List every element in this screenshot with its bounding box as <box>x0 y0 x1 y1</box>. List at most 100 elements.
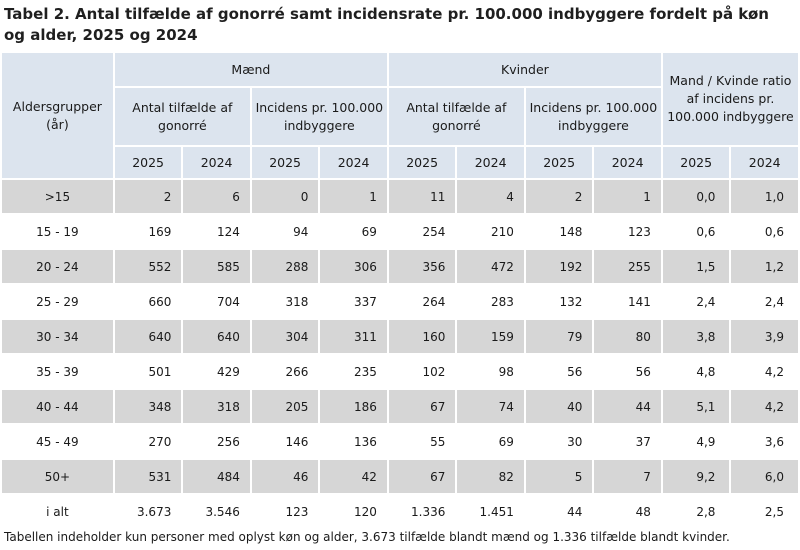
value-cell: 0,6 <box>731 215 798 248</box>
header-year: 2025 <box>251 147 319 178</box>
age-group-cell: 15 - 19 <box>2 215 113 248</box>
value-cell: 585 <box>183 250 250 283</box>
value-cell: 148 <box>525 215 593 248</box>
value-cell: 2,4 <box>662 285 730 318</box>
gonorrhea-table: Aldersgrupper (år) Mænd Kvinder Mand / K… <box>0 51 800 530</box>
header-men-incidence: Incidens pr. 100.000 indbyggere <box>251 88 387 145</box>
value-cell: 37 <box>594 425 661 458</box>
table-row: >15 2 6 0 1 11 4 2 1 0,0 1,0 <box>2 180 798 213</box>
value-cell: 46 <box>251 460 319 493</box>
header-ratio: Mand / Kvinde ratio af incidens pr. 100.… <box>662 53 798 145</box>
value-cell: 4,2 <box>731 355 798 388</box>
table-row: 25 - 29 660 704 318 337 264 283 132 141 2,4 2,4 <box>2 285 798 318</box>
value-cell: 3.546 <box>183 495 250 528</box>
header-year: 2024 <box>594 147 661 178</box>
table-row: 30 - 34 640 640 304 311 160 159 79 80 3,8 3,9 <box>2 320 798 353</box>
value-cell: 11 <box>388 180 456 213</box>
header-women-incidence: Incidens pr. 100.000 indbyggere <box>525 88 661 145</box>
table-title: Tabel 2. Antal tilfælde af gonorré samt … <box>4 5 769 44</box>
table-body: >15 2 6 0 1 11 4 2 1 0,0 1,0 15 - 19 169 124 94 69 254 21… <box>2 180 798 528</box>
value-cell: 94 <box>251 215 319 248</box>
value-cell: 640 <box>114 320 182 353</box>
value-cell: 160 <box>388 320 456 353</box>
value-cell: 74 <box>457 390 524 423</box>
header-men: Mænd <box>114 53 387 86</box>
value-cell: 306 <box>320 250 387 283</box>
age-group-cell: 25 - 29 <box>2 285 113 318</box>
table-row: 45 - 49 270 256 146 136 55 69 30 37 4,9 3,6 <box>2 425 798 458</box>
value-cell: 30 <box>525 425 593 458</box>
value-cell: 2,4 <box>731 285 798 318</box>
value-cell: 169 <box>114 215 182 248</box>
value-cell: 2 <box>525 180 593 213</box>
value-cell: 3,6 <box>731 425 798 458</box>
header-year: 2024 <box>183 147 250 178</box>
value-cell: 1,2 <box>731 250 798 283</box>
value-cell: 98 <box>457 355 524 388</box>
header-year: 2024 <box>457 147 524 178</box>
value-cell: 254 <box>388 215 456 248</box>
value-cell: 337 <box>320 285 387 318</box>
value-cell: 318 <box>251 285 319 318</box>
value-cell: 7 <box>594 460 661 493</box>
value-cell: 356 <box>388 250 456 283</box>
value-cell: 660 <box>114 285 182 318</box>
table-row: 20 - 24 552 585 288 306 356 472 192 255 1,5 1,2 <box>2 250 798 283</box>
value-cell: 120 <box>320 495 387 528</box>
value-cell: 1 <box>320 180 387 213</box>
table-row: i alt 3.673 3.546 123 120 1.336 1.451 44 48 2,8 2,… <box>2 495 798 528</box>
header-women: Kvinder <box>388 53 661 86</box>
value-cell: 1,5 <box>662 250 730 283</box>
value-cell: 4,8 <box>662 355 730 388</box>
value-cell: 2,5 <box>731 495 798 528</box>
value-cell: 1 <box>594 180 661 213</box>
age-group-cell: 20 - 24 <box>2 250 113 283</box>
value-cell: 3,8 <box>662 320 730 353</box>
table-row: 35 - 39 501 429 266 235 102 98 56 56 4,8 4,2 <box>2 355 798 388</box>
age-group-cell: 40 - 44 <box>2 390 113 423</box>
value-cell: 288 <box>251 250 319 283</box>
value-cell: 6,0 <box>731 460 798 493</box>
value-cell: 0,6 <box>662 215 730 248</box>
value-cell: 56 <box>525 355 593 388</box>
value-cell: 4,9 <box>662 425 730 458</box>
value-cell: 1.451 <box>457 495 524 528</box>
value-cell: 235 <box>320 355 387 388</box>
value-cell: 80 <box>594 320 661 353</box>
value-cell: 5 <box>525 460 593 493</box>
value-cell: 42 <box>320 460 387 493</box>
header-year: 2025 <box>662 147 730 178</box>
value-cell: 348 <box>114 390 182 423</box>
value-cell: 69 <box>457 425 524 458</box>
table-row: 50+ 531 484 46 42 67 82 5 7 9,2 6,0 <box>2 460 798 493</box>
value-cell: 531 <box>114 460 182 493</box>
value-cell: 186 <box>320 390 387 423</box>
value-cell: 132 <box>525 285 593 318</box>
value-cell: 5,1 <box>662 390 730 423</box>
value-cell: 136 <box>320 425 387 458</box>
value-cell: 159 <box>457 320 524 353</box>
value-cell: 283 <box>457 285 524 318</box>
value-cell: 484 <box>183 460 250 493</box>
value-cell: 704 <box>183 285 250 318</box>
value-cell: 429 <box>183 355 250 388</box>
header-year: 2024 <box>320 147 387 178</box>
value-cell: 146 <box>251 425 319 458</box>
value-cell: 192 <box>525 250 593 283</box>
header-men-cases: Antal tilfælde af gonorré <box>114 88 250 145</box>
value-cell: 3.673 <box>114 495 182 528</box>
value-cell: 552 <box>114 250 182 283</box>
value-cell: 102 <box>388 355 456 388</box>
value-cell: 4,2 <box>731 390 798 423</box>
age-group-cell: 35 - 39 <box>2 355 113 388</box>
value-cell: 311 <box>320 320 387 353</box>
table-footnote: Tabellen indeholder kun personer med opl… <box>4 530 730 544</box>
value-cell: 55 <box>388 425 456 458</box>
value-cell: 266 <box>251 355 319 388</box>
value-cell: 256 <box>183 425 250 458</box>
value-cell: 9,2 <box>662 460 730 493</box>
value-cell: 210 <box>457 215 524 248</box>
value-cell: 6 <box>183 180 250 213</box>
value-cell: 4 <box>457 180 524 213</box>
value-cell: 69 <box>320 215 387 248</box>
